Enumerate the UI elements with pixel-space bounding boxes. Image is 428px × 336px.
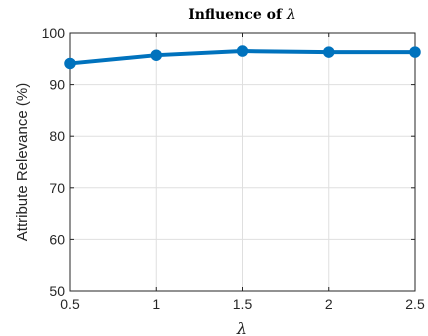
plot-area: 0.5 1 1.5 2 2.5 50 60 70 80 90 100 (42, 25, 425, 312)
data-point (409, 46, 421, 58)
data-point (64, 57, 76, 70)
y-tick-label: 50 (49, 283, 65, 299)
chart-title-prefix: Influence of (188, 7, 287, 23)
data-point (236, 45, 249, 57)
chart-title-symbol: λ (286, 7, 296, 23)
data-point (323, 46, 335, 58)
y-tick-label: 90 (49, 77, 65, 93)
data-point (150, 49, 162, 61)
x-tick-label: 2 (325, 296, 333, 312)
x-tick-label: 1 (152, 296, 160, 312)
y-tick-label: 70 (49, 180, 65, 196)
x-axis-label: λ (236, 319, 247, 336)
x-tick-label: 1.5 (233, 296, 253, 312)
y-tick-label: 100 (42, 25, 66, 41)
x-tick-label: 2.5 (405, 296, 425, 312)
y-tick-label: 80 (49, 128, 65, 144)
x-tick-label: 0.5 (60, 296, 80, 312)
chart-title: Influence of λ (188, 7, 296, 23)
y-axis-label: Attribute Relevance (%) (14, 83, 31, 241)
y-tick-label: 60 (49, 231, 65, 247)
